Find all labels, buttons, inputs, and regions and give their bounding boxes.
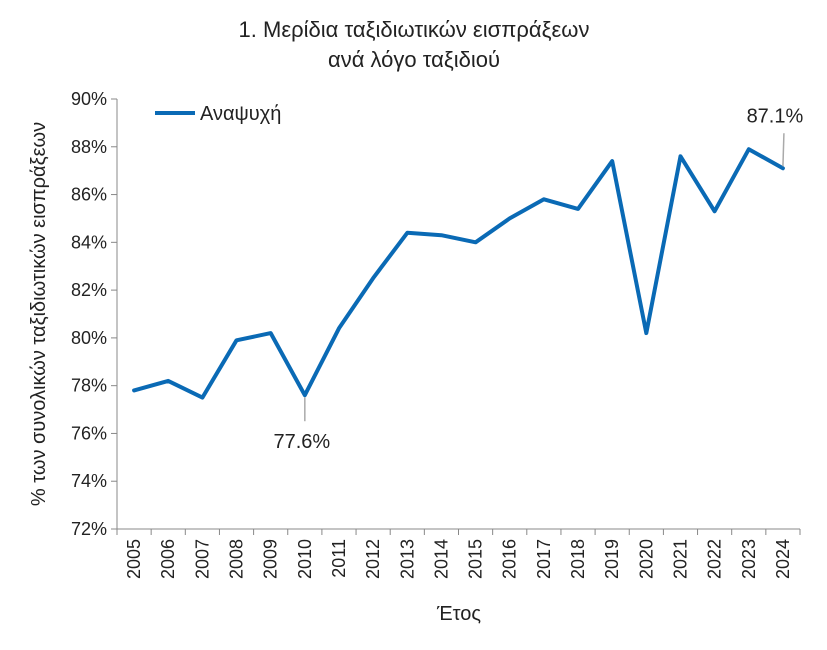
x-tick-label: 2012	[363, 539, 383, 579]
x-axis-label: Έτος	[436, 603, 481, 625]
chart-title-line1: 1. Μερίδια ταξιδιωτικών εισπράξεων	[239, 17, 590, 42]
data-label: 87.1%	[747, 105, 804, 127]
x-tick-label: 2020	[636, 539, 656, 579]
x-tick-label: 2015	[466, 539, 486, 579]
y-axis-ticks: 72% 74% 76% 78% 80% 82% 84% 86% 88% 90%	[71, 89, 117, 539]
x-tick-label: 2008	[227, 539, 247, 579]
y-tick-label: 74%	[71, 471, 107, 491]
x-tick-label: 2021	[670, 539, 690, 579]
y-tick-label: 82%	[71, 280, 107, 300]
x-tick-label: 2009	[261, 539, 281, 579]
legend-label: Αναψυχή	[200, 103, 281, 125]
x-tick-label: 2016	[500, 539, 520, 579]
x-axis-ticks: 2005 2006 2007 2008 2009 2010 2011 2012 2013 2014…	[116, 529, 801, 579]
chart-title-line2: ανά λόγο ταξιδιού	[328, 47, 500, 72]
y-tick-label: 84%	[71, 232, 107, 252]
x-tick-label: 2013	[397, 539, 417, 579]
y-tick-label: 78%	[71, 376, 107, 396]
legend: Αναψυχή	[155, 103, 281, 125]
data-label: 77.6%	[273, 431, 330, 453]
annotation-layer: 77.6% 87.1%	[273, 105, 803, 453]
annotation-leader	[782, 133, 785, 167]
x-tick-label: 2007	[192, 539, 212, 579]
x-tick-label: 2011	[329, 539, 349, 578]
x-tick-label: 2017	[534, 539, 554, 579]
y-tick-label: 72%	[71, 519, 107, 539]
x-tick-label: 2019	[602, 539, 622, 579]
series-layer	[132, 147, 785, 400]
x-tick-label: 2018	[568, 539, 588, 579]
x-tick-label: 2022	[705, 539, 725, 579]
x-tick-label: 2005	[124, 539, 144, 579]
y-tick-label: 80%	[71, 328, 107, 348]
x-tick-label: 2006	[158, 539, 178, 579]
y-tick-label: 90%	[71, 89, 107, 109]
x-tick-label: 2010	[295, 539, 315, 579]
x-tick-label: 2014	[431, 539, 451, 579]
y-tick-label: 86%	[71, 185, 107, 205]
series-line-Αναψυχή	[132, 147, 785, 400]
y-tick-label: 88%	[71, 137, 107, 157]
x-tick-label: 2024	[773, 539, 793, 579]
x-tick-label: 2023	[739, 539, 759, 579]
y-axis-label: % των συνολικών ταξιδιωτικών εισπράξεων	[28, 122, 50, 506]
y-tick-label: 76%	[71, 423, 107, 443]
